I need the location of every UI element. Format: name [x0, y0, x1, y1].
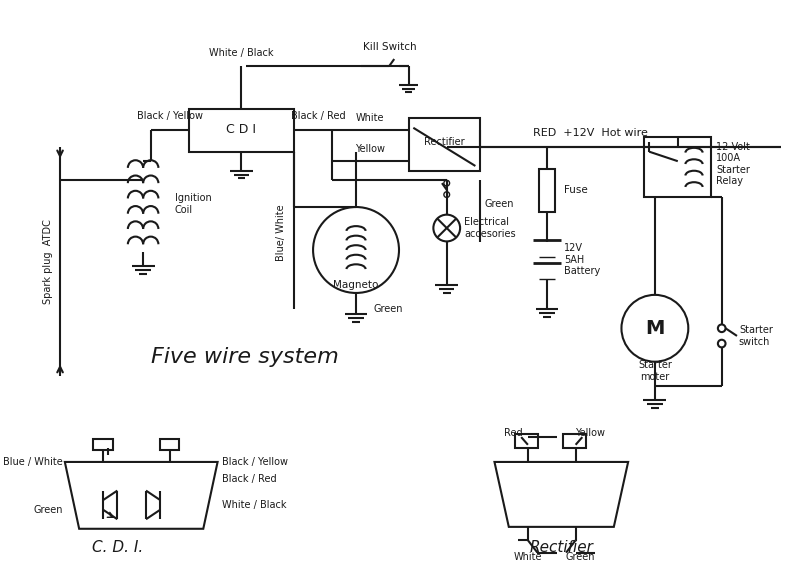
Text: Black / Yellow: Black / Yellow — [137, 112, 203, 121]
Bar — [94, 439, 113, 450]
Text: Blue / White: Blue / White — [3, 457, 63, 467]
Text: 12 Volt
100A
Starter
Relay: 12 Volt 100A Starter Relay — [716, 142, 750, 186]
Text: M: M — [645, 319, 665, 338]
Text: RED  +12V  Hot wire: RED +12V Hot wire — [533, 127, 647, 138]
Text: Red: Red — [504, 428, 523, 439]
Text: Electrical
accesories: Electrical accesories — [464, 217, 515, 239]
Text: Starter
moter: Starter moter — [638, 360, 672, 382]
Text: Rectifier: Rectifier — [423, 137, 464, 147]
Text: Black / Red: Black / Red — [222, 474, 277, 484]
Bar — [563, 434, 586, 447]
Bar — [160, 439, 179, 450]
Text: C. D. I.: C. D. I. — [92, 540, 143, 555]
Text: White / Black: White / Black — [210, 48, 274, 58]
Bar — [644, 137, 711, 197]
Text: White: White — [356, 113, 385, 123]
Text: Fuse: Fuse — [564, 185, 588, 195]
Bar — [189, 109, 294, 152]
Bar — [515, 434, 538, 447]
Text: Blue/ White: Blue/ White — [276, 204, 286, 261]
Text: Ignition
Coil: Ignition Coil — [174, 193, 211, 215]
Text: Green: Green — [374, 304, 402, 314]
Text: Yellow: Yellow — [355, 144, 386, 154]
Bar — [409, 118, 480, 171]
Text: C D I: C D I — [226, 123, 257, 136]
Text: Starter
switch: Starter switch — [739, 325, 773, 347]
Text: 12V
5AH
Battery: 12V 5AH Battery — [564, 243, 601, 276]
Text: Green: Green — [34, 505, 63, 515]
Text: Green: Green — [485, 199, 514, 209]
Text: Yellow: Yellow — [575, 428, 605, 439]
Text: Black / Yellow: Black / Yellow — [222, 457, 288, 467]
Text: Black / Red: Black / Red — [290, 112, 345, 121]
Text: Five wire system: Five wire system — [150, 347, 338, 367]
Text: White / Black: White / Black — [222, 500, 287, 510]
Text: Magneto: Magneto — [334, 280, 378, 290]
Text: Green: Green — [566, 552, 595, 562]
Text: Rectifier: Rectifier — [530, 540, 594, 555]
Text: Spark plug  ATDC: Spark plug ATDC — [42, 219, 53, 304]
Text: White: White — [514, 552, 542, 562]
Bar — [539, 169, 554, 212]
Text: Kill Switch: Kill Switch — [362, 41, 416, 51]
